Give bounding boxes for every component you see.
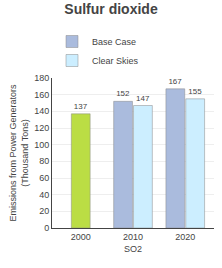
svg-text:155: 155: [188, 87, 202, 96]
svg-text:40: 40: [39, 190, 49, 200]
svg-text:137: 137: [74, 102, 88, 111]
svg-text:120: 120: [34, 123, 49, 133]
svg-text:167: 167: [168, 77, 182, 86]
svg-text:180: 180: [34, 73, 49, 83]
svg-text:100: 100: [34, 140, 49, 150]
svg-text:Base Case: Base Case: [92, 37, 136, 47]
svg-text:Sulfur dioxide: Sulfur dioxide: [64, 1, 158, 17]
svg-text:147: 147: [136, 94, 150, 103]
svg-text:Clear Skies: Clear Skies: [92, 56, 139, 66]
svg-text:SO2: SO2: [124, 244, 142, 254]
svg-text:60: 60: [39, 173, 49, 183]
svg-text:Emissions from Power Generator: Emissions from Power Generators(Thousand…: [8, 84, 30, 222]
svg-text:20: 20: [39, 206, 49, 216]
svg-text:80: 80: [39, 156, 49, 166]
svg-text:2020: 2020: [175, 232, 195, 242]
svg-text:0: 0: [44, 223, 49, 233]
svg-text:152: 152: [116, 89, 130, 98]
svg-text:2000: 2000: [71, 232, 91, 242]
svg-text:140: 140: [34, 106, 49, 116]
svg-text:160: 160: [34, 90, 49, 100]
svg-text:2010: 2010: [123, 232, 143, 242]
